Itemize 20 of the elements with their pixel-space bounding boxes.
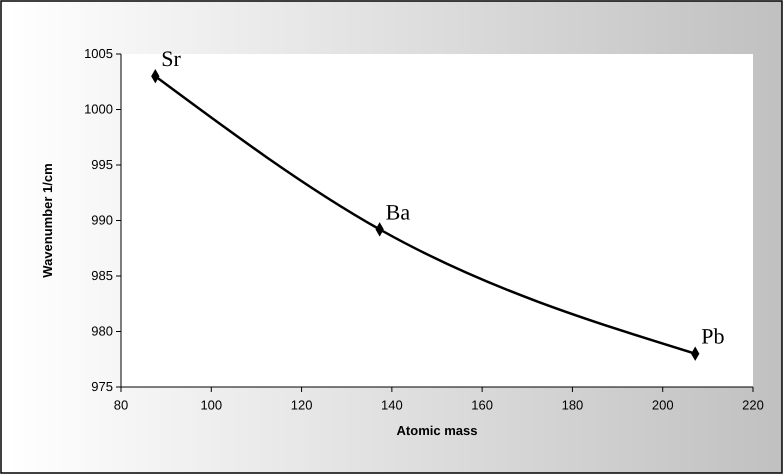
y-axis-title: Wavenumber 1/cm bbox=[40, 163, 55, 278]
x-tick-label: 120 bbox=[290, 397, 312, 412]
y-tick-label: 995 bbox=[91, 157, 113, 172]
x-axis-title: Atomic mass bbox=[396, 423, 478, 438]
y-tick-label: 990 bbox=[91, 212, 113, 228]
annotation: Ba bbox=[386, 199, 410, 224]
annotation: Pb bbox=[701, 324, 724, 349]
y-tick-label: 975 bbox=[91, 379, 113, 394]
y-tick-label: 1005 bbox=[84, 46, 113, 62]
x-tick-label: 100 bbox=[200, 397, 222, 412]
annotation: Sr bbox=[161, 46, 182, 72]
y-tick-label: 980 bbox=[91, 324, 113, 339]
x-tick-label: 180 bbox=[562, 397, 584, 412]
x-tick-label: 80 bbox=[114, 397, 128, 412]
x-tick-label: 220 bbox=[742, 397, 764, 412]
x-tick-label: 140 bbox=[381, 397, 403, 412]
x-tick-label: 160 bbox=[471, 397, 493, 412]
y-tick-label: 1000 bbox=[84, 102, 113, 117]
x-tick-label: 200 bbox=[652, 397, 674, 412]
y-tick-label: 985 bbox=[91, 268, 113, 284]
